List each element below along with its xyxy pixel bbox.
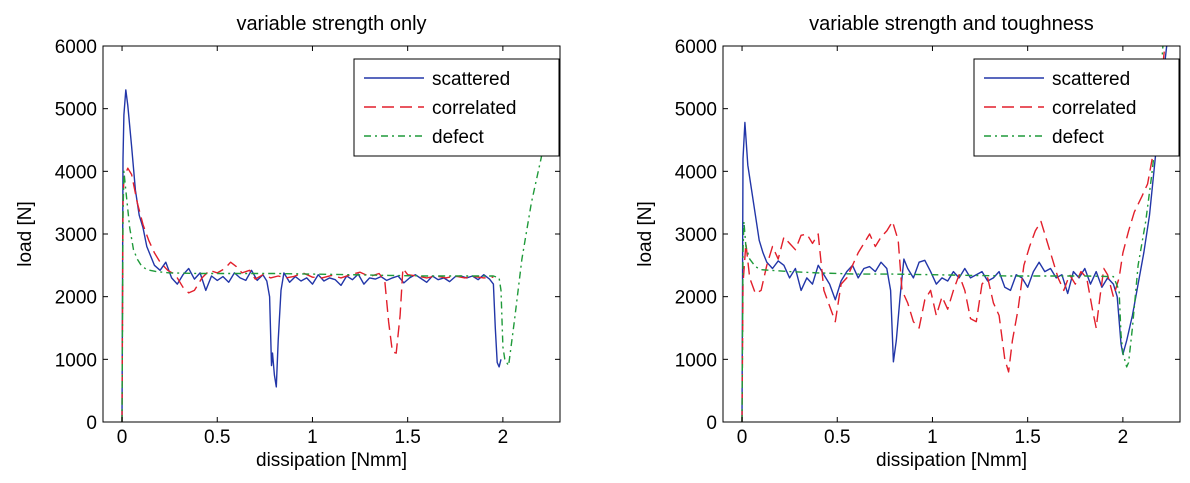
legend-label-scattered: scattered (1052, 69, 1130, 90)
legend-label-correlated: correlated (432, 98, 517, 119)
y-tick-label: 3000 (675, 225, 717, 246)
series-line-correlated (741, 46, 1166, 422)
x-tick-label: 1 (307, 427, 318, 448)
x-tick-label: 1.5 (394, 427, 420, 448)
chart-title: variable strength only (236, 13, 426, 35)
x-axis-label: dissipation [Nmm] (256, 450, 407, 471)
y-axis-label: load [N] (15, 201, 36, 266)
chart-panel-2: 0 0.5 1 1.5 2 0 1000 2000 3000 4000 5000 6000 variab… (635, 13, 1181, 471)
y-tick-label: 2000 (675, 288, 717, 309)
series-line-defect (741, 46, 1164, 422)
legend-label-defect: defect (432, 127, 484, 148)
legend-label-defect: defect (1052, 127, 1104, 148)
x-tick-label: 0.5 (824, 427, 850, 448)
x-tick-label: 2 (1118, 427, 1129, 448)
y-tick-label: 5000 (55, 100, 97, 121)
legend-label-correlated: correlated (1052, 98, 1137, 119)
series-line-scattered (741, 46, 1168, 422)
y-tick-label: 6000 (55, 37, 97, 58)
series-line-correlated (121, 167, 494, 422)
y-tick-label: 1000 (55, 350, 97, 371)
y-tick-label: 6000 (675, 37, 717, 58)
chart-panel-1: 0 0.5 1 1.5 2 0 1000 2000 3000 4000 5000 6000 variab… (15, 13, 561, 471)
chart-title: variable strength and toughness (809, 13, 1094, 35)
x-axis-label: dissipation [Nmm] (876, 450, 1027, 471)
y-tick-label: 1000 (675, 350, 717, 371)
series-line-defect (121, 121, 550, 422)
x-tick-label: 0.5 (204, 427, 230, 448)
y-tick-label: 5000 (675, 100, 717, 121)
y-tick-label: 0 (86, 413, 97, 434)
y-tick-label: 3000 (55, 225, 97, 246)
y-axis-label: load [N] (635, 201, 656, 266)
y-tick-label: 4000 (675, 162, 717, 183)
legend-label-scattered: scattered (432, 69, 510, 90)
x-tick-label: 1.5 (1014, 427, 1040, 448)
series-line-scattered (121, 89, 502, 422)
x-tick-label: 0 (117, 427, 128, 448)
x-tick-label: 2 (498, 427, 509, 448)
x-tick-label: 1 (927, 427, 938, 448)
legend: scattered correlated defect (353, 58, 560, 157)
legend: scattered correlated defect (973, 58, 1180, 157)
y-tick-label: 2000 (55, 288, 97, 309)
y-tick-label: 4000 (55, 162, 97, 183)
x-tick-label: 0 (737, 427, 748, 448)
y-tick-label: 0 (706, 413, 717, 434)
